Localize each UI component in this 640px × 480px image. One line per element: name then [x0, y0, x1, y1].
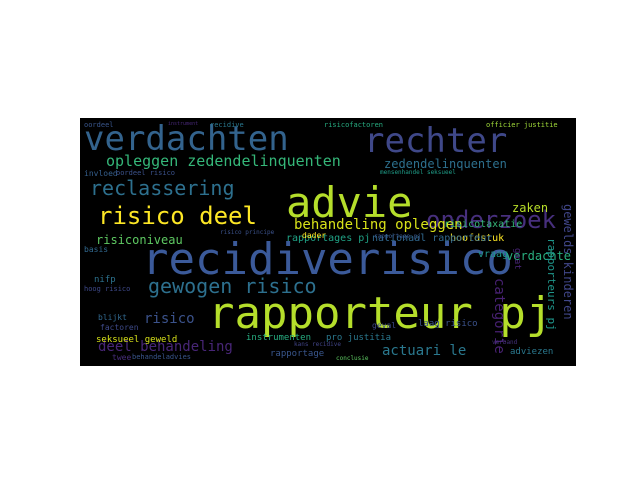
cloud-word: pro justitia: [326, 333, 392, 343]
cloud-word: gewelds kinderen: [561, 204, 575, 320]
cloud-word: verband: [492, 339, 518, 346]
cloud-word: zedendelinquenten: [384, 157, 507, 171]
cloud-word: laag risico: [418, 319, 478, 329]
cloud-word: recidive: [210, 121, 244, 129]
cloud-word: conclusie: [336, 355, 369, 362]
cloud-word: deel behandeling: [98, 339, 233, 355]
cloud-word: gaat: [512, 248, 522, 270]
cloud-word: officier justitie: [486, 121, 558, 129]
cloud-word: opleggen zedendelinquenten: [106, 152, 341, 170]
cloud-word: vraag: [478, 249, 509, 260]
cloud-word: basis: [84, 245, 109, 254]
cloud-word: instrument: [168, 121, 199, 127]
cloud-word: risiconiveau: [96, 233, 183, 247]
cloud-word: zaken: [512, 201, 549, 215]
cloud-word: mensenhandel seksueel: [380, 169, 456, 176]
cloud-word: risico: [144, 311, 195, 327]
cloud-word: geval: [372, 321, 397, 330]
cloud-word: kans recidive: [294, 341, 341, 348]
cloud-word: oordeel: [84, 121, 114, 129]
cloud-word: rapporteurs pj: [545, 238, 558, 331]
cloud-word: gewogen risico: [148, 274, 317, 298]
cloud-word: blijkt: [98, 313, 127, 322]
word-cloud: recidiverisico rapporteur pj advie rechter v…: [80, 118, 576, 366]
cloud-word: oordeel risico: [116, 169, 176, 177]
cloud-word: advie: [286, 178, 413, 227]
cloud-word: dader: [302, 231, 327, 240]
cloud-word: risicotaxatie: [444, 219, 523, 230]
cloud-word: actuari le: [382, 343, 467, 359]
cloud-word: behandeling opleggen: [294, 217, 463, 233]
cloud-word: behandeladvies: [132, 353, 192, 361]
cloud-word: recidiverisico: [142, 234, 513, 285]
cloud-word: risico principe: [220, 229, 275, 236]
cloud-word: rapportages pj: [286, 233, 371, 244]
cloud-word: reclassering: [90, 176, 235, 200]
cloud-word: risicofactoren: [324, 121, 384, 129]
cloud-word: rapportage: [270, 349, 325, 359]
cloud-word: instrumenten: [246, 333, 312, 343]
cloud-word: seksueel geweld: [96, 335, 178, 345]
cloud-word: nifp: [94, 275, 116, 285]
cloud-word: hoofdstuk: [450, 233, 505, 244]
cloud-word: factoren: [100, 323, 139, 332]
cloud-word: hoog risico: [84, 285, 131, 293]
cloud-word: twee: [112, 353, 132, 362]
cloud-word: verdachte: [506, 249, 572, 263]
cloud-word: rechter: [364, 121, 508, 161]
cloud-word: risico deel: [98, 202, 257, 230]
cloud-word: rapportage pj: [374, 233, 421, 240]
cloud-word: verdachten: [84, 119, 289, 159]
cloud-word: rapporteur pj: [208, 288, 553, 339]
cloud-word: adviezen: [510, 347, 554, 357]
cloud-word: categorie: [491, 278, 507, 354]
cloud-word: onderzoek: [426, 206, 557, 234]
cloud-word: nationaal rapporteur: [372, 233, 493, 244]
cloud-word: invloed: [84, 169, 118, 178]
